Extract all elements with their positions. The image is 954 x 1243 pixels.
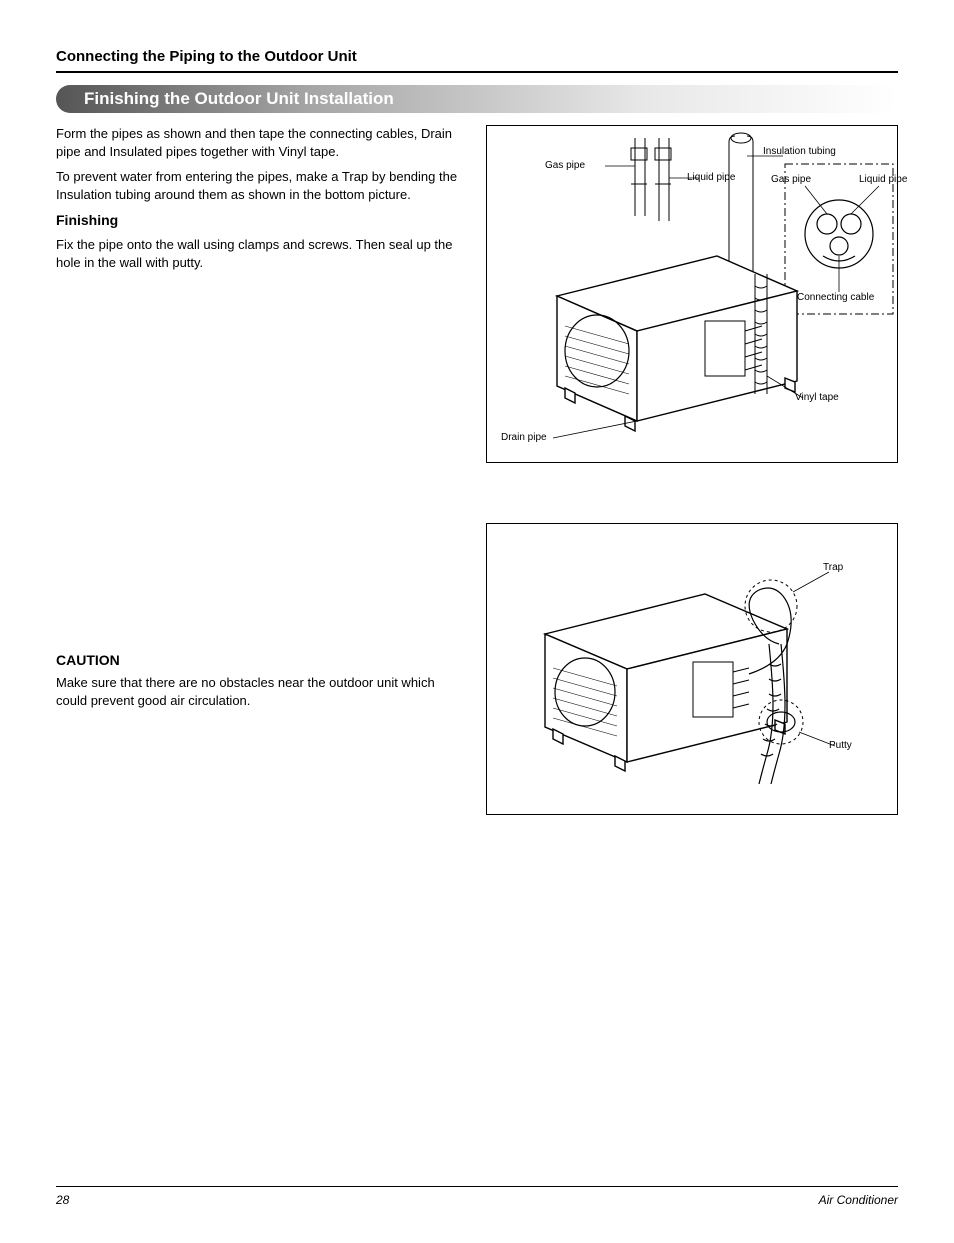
figure-2: Trap Putty (486, 523, 898, 815)
callout-vinyl-tape: Vinyl tape (795, 392, 839, 404)
finishing-head: Finishing (56, 211, 468, 230)
callout-insulation-tubing: Insulation tubing (763, 146, 836, 158)
caution-body: Make sure that there are no obstacles ne… (56, 674, 468, 709)
content-columns: Form the pipes as shown and then tape th… (56, 125, 898, 825)
para-2: To prevent water from entering the pipes… (56, 168, 468, 203)
right-column: Gas pipe Liquid pipe Insulation tubing G… (486, 125, 898, 825)
page-footer: 28 Air Conditioner (56, 1186, 898, 1207)
callout-gas-pipe: Gas pipe (545, 160, 585, 172)
callout-drain-pipe: Drain pipe (501, 432, 547, 444)
section-bar-label: Finishing the Outdoor Unit Installation (84, 89, 394, 109)
header-rule (56, 71, 898, 73)
caution-label: CAUTION (56, 651, 468, 670)
running-title: Connecting the Piping to the Outdoor Uni… (56, 48, 898, 65)
page-number: 28 (56, 1193, 69, 1207)
callout-connecting-cable: Connecting cable (797, 292, 877, 304)
para-3: Fix the pipe onto the wall using clamps … (56, 236, 468, 271)
callout-liquid-pipe: Liquid pipe (687, 172, 735, 184)
callout-gas-pipe-2: Gas pipe (771, 174, 811, 186)
section-bar: Finishing the Outdoor Unit Installation (56, 85, 898, 113)
left-column: Form the pipes as shown and then tape th… (56, 125, 468, 825)
callout-putty: Putty (829, 740, 852, 752)
figure-2-svg (487, 524, 907, 816)
book-title: Air Conditioner (819, 1193, 898, 1207)
callout-liquid-pipe-2: Liquid pipe (859, 174, 907, 186)
callout-trap: Trap (823, 562, 843, 574)
figure-1: Gas pipe Liquid pipe Insulation tubing G… (486, 125, 898, 463)
para-1: Form the pipes as shown and then tape th… (56, 125, 468, 160)
